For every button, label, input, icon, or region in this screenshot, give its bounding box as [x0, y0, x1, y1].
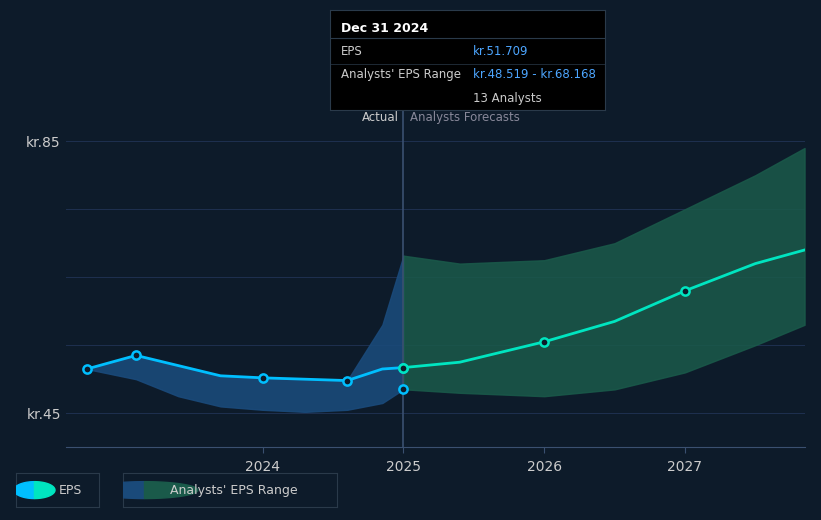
Polygon shape: [14, 482, 34, 499]
Point: [130, 351, 143, 359]
Text: Actual: Actual: [362, 111, 399, 124]
Text: kr.48.519 - kr.68.168: kr.48.519 - kr.68.168: [473, 68, 596, 81]
Text: Analysts Forecasts: Analysts Forecasts: [410, 111, 521, 124]
Point: [256, 374, 269, 382]
Point: [397, 385, 410, 394]
Point: [80, 365, 94, 373]
Point: [397, 363, 410, 372]
Point: [678, 287, 691, 295]
Polygon shape: [34, 482, 55, 499]
Text: Analysts' EPS Range: Analysts' EPS Range: [341, 68, 461, 81]
Text: Analysts' EPS Range: Analysts' EPS Range: [170, 484, 298, 497]
Point: [538, 337, 551, 346]
Text: EPS: EPS: [59, 484, 82, 497]
Text: kr.51.709: kr.51.709: [473, 45, 529, 58]
Polygon shape: [91, 482, 144, 499]
Polygon shape: [144, 482, 198, 499]
Text: Dec 31 2024: Dec 31 2024: [341, 22, 429, 35]
Text: EPS: EPS: [341, 45, 363, 58]
Point: [397, 363, 410, 372]
Text: 13 Analysts: 13 Analysts: [473, 92, 542, 105]
Point: [341, 376, 354, 385]
